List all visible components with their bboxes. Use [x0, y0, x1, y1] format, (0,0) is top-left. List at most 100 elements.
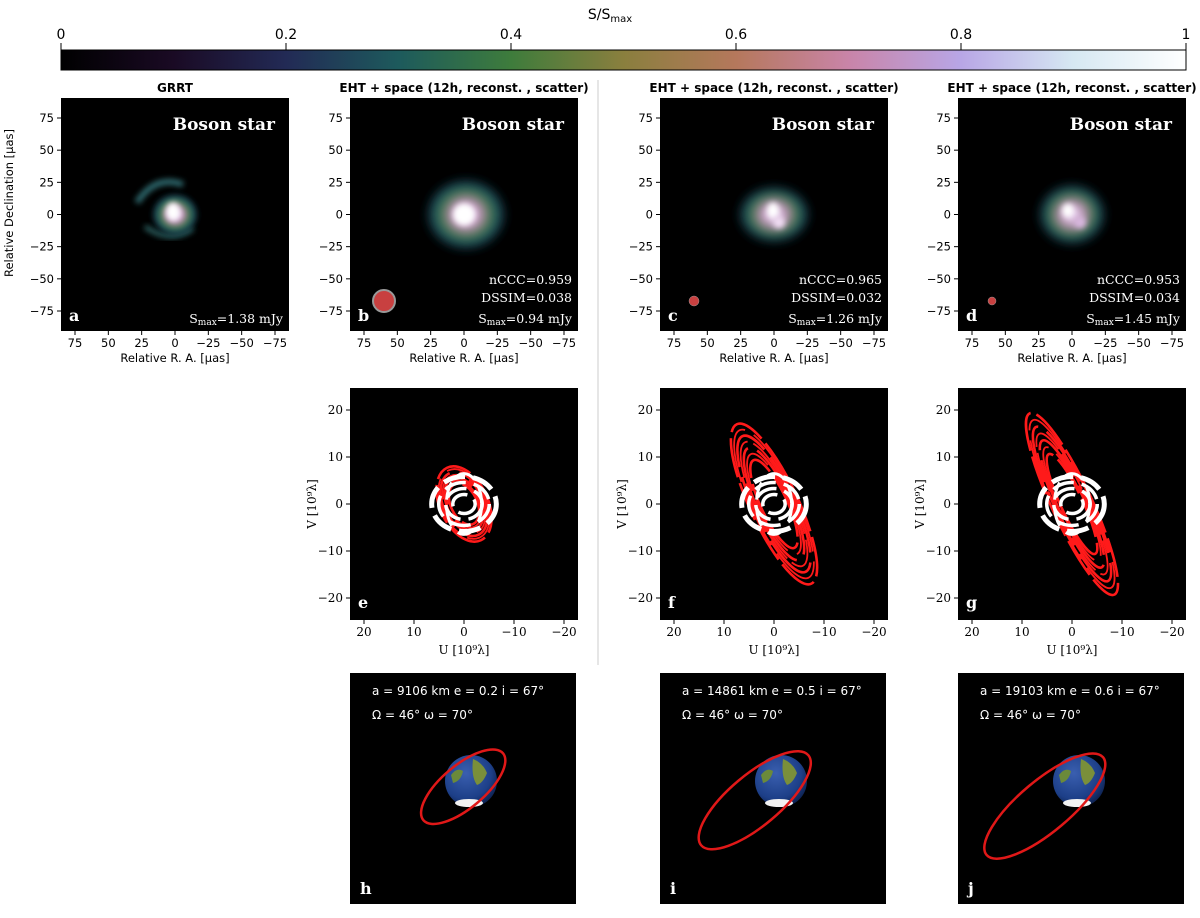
y-tick-label: 25: [936, 175, 951, 189]
y-tick-label: −75: [927, 304, 951, 318]
space-baseline-track: [1038, 438, 1106, 570]
source-label: Boson star: [173, 115, 276, 135]
uv-panel-f: f 20 10 0 −10 −20 20 10 0 −10 −20 U [10⁹λ] V [10⁹λ]: [615, 388, 888, 657]
image-panel-b: EHT + space (12h, reconst. , scatter) Bos…: [319, 81, 589, 365]
panel-letter: e: [358, 593, 368, 612]
metric-value: nCCC=0.965: [799, 272, 882, 287]
x-tick-label: 75: [68, 336, 83, 350]
metric-value: nCCC=0.959: [489, 272, 572, 287]
space-baseline-track: [736, 434, 812, 574]
x-tick-label: −20: [1159, 625, 1184, 639]
smax-prefix: S: [1086, 311, 1095, 326]
y-tick-label: −25: [319, 240, 343, 254]
panel-title: EHT + space (12h, reconst. , scatter): [339, 81, 588, 95]
ground-baseline-track: [746, 480, 802, 528]
continent-shape: [782, 759, 797, 785]
panel-title: EHT + space (12h, reconst. , scatter): [649, 81, 898, 95]
image-panel-a: GRRT Boson star a Smax=1.38 mJy 75 50 25 0 −25 −5…: [30, 81, 289, 365]
image-y-axis-label: Relative Declination [μas]: [2, 129, 16, 277]
smax-number: =1.45 mJy: [1114, 311, 1181, 326]
x-tick-label: 0: [770, 336, 777, 350]
x-tick-label: 50: [998, 336, 1013, 350]
continent-shape: [472, 759, 487, 785]
source-label: Boson star: [1070, 115, 1173, 135]
panel-letter: d: [966, 306, 977, 325]
y-tick-label: −20: [318, 591, 343, 605]
ground-baseline-track: [1059, 492, 1085, 516]
y-tick-label: −50: [30, 272, 54, 286]
colorbar-tick-label: 1: [1182, 27, 1191, 43]
y-tick-label: −75: [629, 304, 653, 318]
uv-plot-area: [958, 388, 1186, 620]
image-panel-c: EHT + space (12h, reconst. , scatter) Bos…: [629, 81, 899, 365]
x-axis-label: Relative R. A. [μas]: [1017, 351, 1126, 365]
colorbar-tick-label: 0.8: [950, 27, 972, 43]
panel-letter: a: [69, 306, 79, 325]
smax-prefix: S: [788, 311, 797, 326]
y-tick-label: 0: [336, 208, 343, 222]
y-tick-label: 10: [638, 450, 653, 464]
emission-peak: [1062, 203, 1074, 218]
x-tick-label: 10: [1014, 625, 1029, 639]
y-tick-label: 25: [39, 175, 54, 189]
uv-panel-e: e 20 10 0 −10 −20 20 10 0 −10 −20 U [10⁹λ] V [10⁹λ]: [305, 388, 578, 657]
smax-prefix: S: [478, 311, 487, 326]
y-tick-label: 75: [328, 111, 343, 125]
space-baseline-track: [733, 428, 815, 580]
colorbar-ticks: 0 0.2 0.4 0.6 0.8 1: [57, 27, 1191, 50]
x-tick-label: 0: [460, 625, 468, 639]
ground-baseline-track: [429, 474, 499, 534]
space-baseline-track: [437, 468, 491, 540]
x-tick-label: −25: [795, 336, 819, 350]
x-tick-label: −75: [862, 336, 886, 350]
y-tick-label: −50: [319, 272, 343, 286]
panel-title: GRRT: [157, 81, 194, 95]
y-tick-label: 50: [936, 143, 951, 157]
panel-letter: i: [670, 879, 676, 898]
emission-peak: [773, 216, 785, 229]
x-tick-label: 25: [733, 336, 748, 350]
colorbar-tick-label: 0.2: [275, 27, 297, 43]
emission-arc: [143, 224, 195, 239]
y-tick-label: −25: [30, 240, 54, 254]
x-tick-label: 75: [667, 336, 682, 350]
image-panel-d: EHT + space (12h, reconst. , scatter) Bos…: [927, 81, 1197, 365]
x-axis-label: U [10⁹λ]: [439, 643, 490, 657]
space-baseline-track: [749, 458, 799, 550]
x-tick-label: −10: [811, 625, 836, 639]
x-tick-label: −50: [519, 336, 543, 350]
y-tick-label: −25: [629, 240, 653, 254]
colorbar-tick-label: 0.4: [500, 27, 522, 43]
beam-circle: [688, 295, 700, 307]
space-baseline-track: [1035, 432, 1109, 576]
y-tick-label: 0: [645, 497, 653, 511]
continent-shape: [761, 769, 773, 783]
y-tick-label: 0: [47, 208, 54, 222]
x-tick-label: 10: [406, 625, 421, 639]
x-axis-label: Relative R. A. [μas]: [719, 351, 828, 365]
orbit-parameters-line2: Ω = 46° ω = 70°: [372, 708, 473, 722]
orbit-parameters-line1: a = 19103 km e = 0.6 i = 67°: [980, 684, 1160, 698]
y-tick-label: 10: [328, 450, 343, 464]
x-tick-label: 75: [965, 336, 980, 350]
smax-subscript: max: [198, 318, 217, 328]
emission-peak: [767, 202, 779, 219]
y-tick-label: 50: [39, 143, 54, 157]
y-tick-label: 25: [328, 175, 343, 189]
panel-letter: c: [668, 306, 678, 325]
y-tick-label: 10: [936, 450, 951, 464]
ground-baseline-track: [444, 472, 484, 536]
ground-baseline-track: [436, 480, 492, 528]
x-tick-label: −75: [552, 336, 576, 350]
ground-baseline-track: [1037, 474, 1107, 534]
y-axis-label: V [10⁹λ]: [615, 479, 629, 530]
y-tick-label: −25: [927, 240, 951, 254]
uv-panel-g: g 20 10 0 −10 −20 20 10 0 −10 −20 U [10⁹λ] V [10⁹λ]: [913, 388, 1186, 657]
metric-value: DSSIM=0.038: [481, 290, 572, 305]
ground-baseline-track: [754, 472, 794, 536]
y-tick-label: −50: [927, 272, 951, 286]
x-tick-label: 50: [700, 336, 715, 350]
y-tick-label: 75: [638, 111, 653, 125]
